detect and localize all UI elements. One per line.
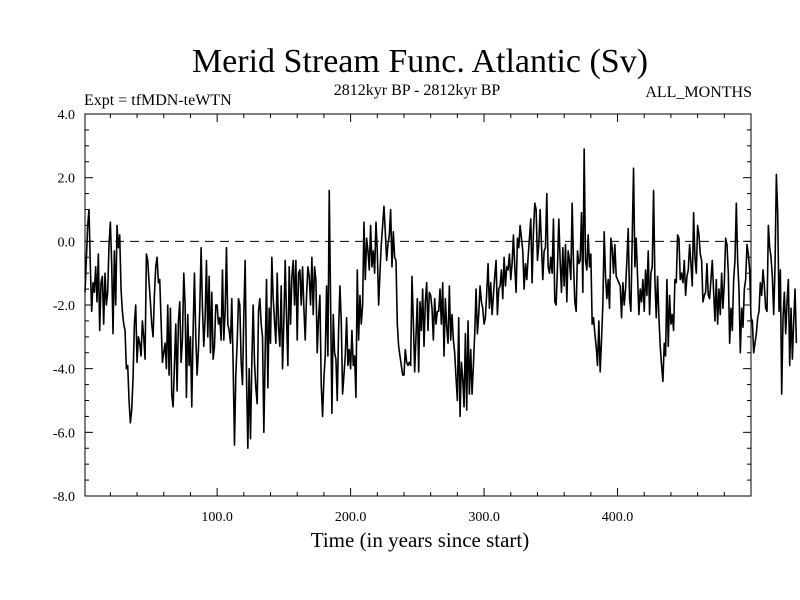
y-tick-label: -6.0 — [53, 426, 75, 441]
x-axis-label: Time (in years since start) — [311, 528, 530, 552]
y-axis: 4.0 2.0 0.0 -2.0 -4.0 -6.0 -8.0 — [53, 108, 751, 505]
subtitle-left: Expt = tfMDN-teWTN — [84, 92, 232, 109]
chart-title: Merid Stream Func. Atlantic (Sv) — [192, 43, 648, 80]
x-axis: 100.0 200.0 300.0 400.0 — [109, 114, 725, 525]
y-tick-label: -2.0 — [53, 299, 75, 314]
subtitle-center: 2812kyr BP - 2812kyr BP — [334, 82, 501, 99]
y-tick-label: 4.0 — [58, 108, 76, 123]
y-tick-label: -8.0 — [53, 490, 75, 505]
y-tick-label: 2.0 — [58, 172, 76, 187]
plot-area — [84, 148, 798, 450]
y-tick-label: 0.0 — [58, 235, 76, 250]
y-tick-label: -4.0 — [53, 363, 75, 378]
series-line-0 — [84, 148, 798, 450]
subtitle-right: ALL_MONTHS — [645, 84, 752, 101]
x-tick-label: 400.0 — [602, 510, 634, 525]
x-tick-label: 100.0 — [201, 510, 233, 525]
x-tick-label: 300.0 — [468, 510, 500, 525]
x-tick-label: 200.0 — [335, 510, 367, 525]
